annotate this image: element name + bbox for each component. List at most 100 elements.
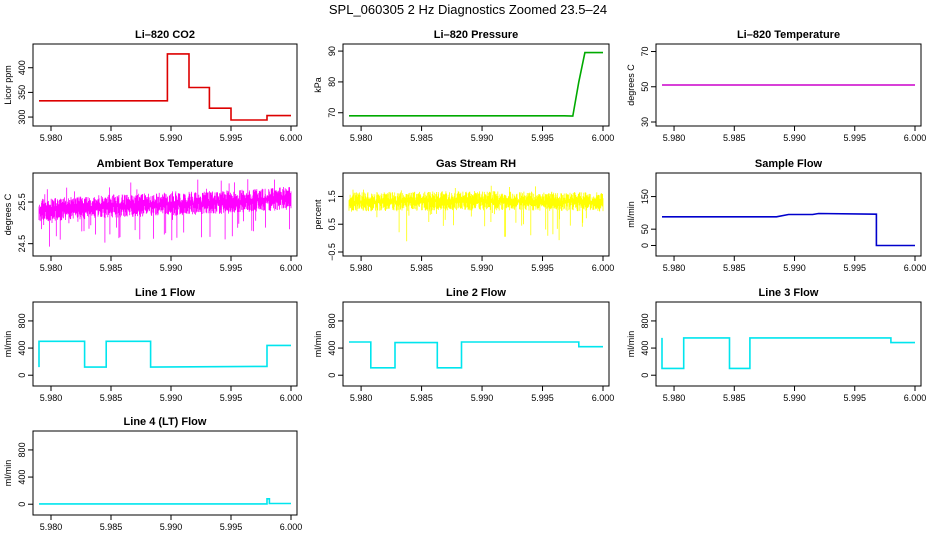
chart-panel: Li–820 Pressure 5.980 5.985 5.990 5.995 6.000… — [313, 29, 614, 143]
y-tick-label: 24.5 — [17, 235, 27, 253]
chart-panel: Ambient Box Temperature 5.980 5.985 5.990 5.… — [3, 158, 302, 273]
chart-title: Li–820 Temperature — [737, 29, 840, 41]
x-tick-label: 5.980 — [40, 263, 63, 273]
series-line — [349, 51, 603, 117]
y-tick-label: 70 — [327, 108, 337, 118]
x-tick-label: 5.990 — [160, 133, 183, 143]
y-axis-label: ml/min — [3, 331, 13, 358]
y-tick-label: −0.5 — [327, 243, 337, 261]
chart-title: Sample Flow — [755, 158, 823, 170]
y-tick-label: 90 — [327, 46, 337, 56]
y-tick-label: 25.5 — [17, 193, 27, 211]
series-noise — [38, 179, 292, 247]
x-tick-label: 5.980 — [40, 522, 63, 532]
y-tick-label: 0 — [17, 502, 27, 507]
series-line — [38, 340, 291, 368]
y-tick-label: 30 — [640, 117, 650, 127]
x-tick-label: 5.990 — [471, 263, 494, 273]
x-tick-label: 5.980 — [40, 393, 63, 403]
x-tick-label: 5.985 — [100, 263, 123, 273]
x-tick-label: 6.000 — [280, 522, 303, 532]
plot-frame — [655, 172, 922, 257]
y-tick-label: 400 — [17, 60, 27, 75]
y-tick-label: 0.5 — [327, 218, 337, 231]
y-tick-label: 150 — [640, 189, 650, 204]
x-tick-label: 5.990 — [160, 522, 183, 532]
x-tick-label: 5.995 — [220, 133, 243, 143]
x-tick-label: 5.995 — [220, 393, 243, 403]
chart-title: Li–820 Pressure — [434, 29, 518, 41]
y-tick-label: 50 — [640, 224, 650, 234]
x-tick-label: 5.980 — [663, 263, 686, 273]
x-tick-label: 6.000 — [280, 263, 303, 273]
y-axis-label: ml/min — [3, 460, 13, 487]
x-tick-label: 5.985 — [410, 263, 433, 273]
y-tick-label: 400 — [17, 341, 27, 356]
y-axis-label: degrees C — [3, 193, 13, 235]
y-tick-label: 70 — [640, 47, 650, 57]
chart-panel: Gas Stream RH 5.980 5.985 5.990 5.995 6.000 −0… — [313, 158, 614, 273]
x-tick-label: 6.000 — [592, 133, 615, 143]
y-tick-label: 0 — [640, 243, 650, 248]
plot-frame — [342, 43, 610, 127]
chart-panel: Li–820 Temperature 5.980 5.985 5.990 5.995 6.… — [626, 29, 926, 143]
y-tick-label: 800 — [17, 313, 27, 328]
y-tick-label: 300 — [17, 110, 27, 125]
y-axis-label: Licor ppm — [3, 65, 13, 105]
x-tick-label: 5.985 — [723, 133, 746, 143]
x-tick-label: 6.000 — [280, 133, 303, 143]
y-tick-label: 800 — [17, 442, 27, 457]
x-tick-label: 6.000 — [904, 393, 927, 403]
x-tick-label: 5.980 — [350, 263, 373, 273]
x-tick-label: 5.980 — [663, 393, 686, 403]
x-tick-label: 5.995 — [220, 263, 243, 273]
x-tick-label: 5.995 — [531, 133, 554, 143]
series-line — [661, 337, 915, 370]
x-tick-label: 5.985 — [410, 393, 433, 403]
plot-frame — [655, 43, 922, 127]
series-noise — [348, 185, 604, 242]
chart-title: Line 4 (LT) Flow — [124, 416, 207, 428]
y-axis-label: ml/min — [626, 331, 636, 358]
x-tick-label: 6.000 — [592, 393, 615, 403]
x-tick-label: 5.990 — [471, 133, 494, 143]
x-tick-label: 5.990 — [160, 263, 183, 273]
y-axis-label: ml/min — [626, 201, 636, 228]
plot-frame — [655, 301, 922, 387]
x-tick-label: 5.985 — [100, 522, 123, 532]
y-tick-label: 800 — [327, 313, 337, 328]
x-tick-label: 6.000 — [904, 263, 927, 273]
plot-frame — [32, 430, 298, 516]
chart-panel: Line 3 Flow 5.980 5.985 5.990 5.995 6.000 0 400… — [626, 287, 926, 403]
y-axis-label: percent — [313, 199, 323, 230]
y-tick-label: 80 — [327, 77, 337, 87]
chart-title: Line 1 Flow — [135, 287, 195, 299]
series-line — [662, 212, 915, 247]
x-tick-label: 5.985 — [100, 133, 123, 143]
x-tick-label: 5.990 — [471, 393, 494, 403]
chart-panel: Line 2 Flow 5.980 5.985 5.990 5.995 6.000 0 400… — [313, 287, 614, 403]
y-tick-label: 0 — [17, 373, 27, 378]
x-tick-label: 5.990 — [783, 133, 806, 143]
y-tick-label: 0 — [327, 373, 337, 378]
x-tick-label: 5.985 — [723, 263, 746, 273]
chart-panel: Line 4 (LT) Flow 5.980 5.985 5.990 5.995 6.00… — [3, 416, 302, 532]
y-tick-label: 350 — [17, 85, 27, 100]
x-tick-label: 5.995 — [843, 133, 866, 143]
chart-title: Line 2 Flow — [446, 287, 506, 299]
x-tick-label: 6.000 — [280, 393, 303, 403]
x-tick-label: 5.980 — [350, 133, 373, 143]
y-tick-label: 400 — [17, 470, 27, 485]
chart-title: Li–820 CO2 — [135, 29, 195, 41]
x-tick-label: 5.995 — [220, 522, 243, 532]
plot-frame — [342, 172, 610, 257]
x-tick-label: 5.985 — [410, 133, 433, 143]
page-title: SPL_060305 2 Hz Diagnostics Zoomed 23.5–… — [328, 2, 608, 17]
y-axis-label: degrees C — [626, 64, 636, 106]
y-tick-label: 50 — [640, 82, 650, 92]
chart-panel: Li–820 CO2 5.980 5.985 5.990 5.995 6.000 300 35… — [3, 29, 302, 143]
series-line — [39, 497, 291, 505]
x-tick-label: 6.000 — [904, 133, 927, 143]
plot-frame — [32, 172, 298, 257]
